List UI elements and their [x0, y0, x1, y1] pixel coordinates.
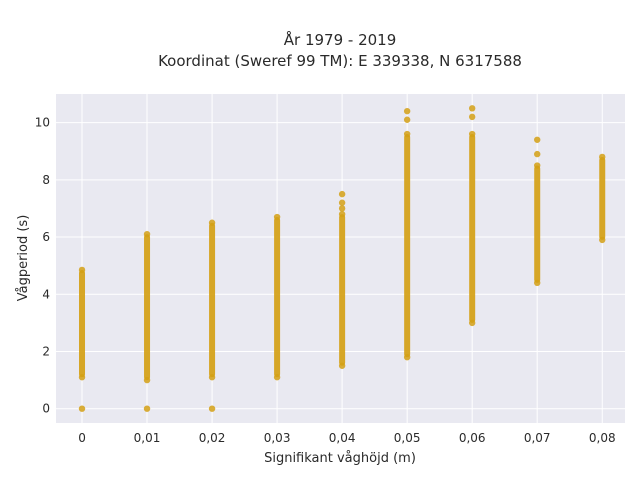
y-axis-title: Vågperiod (s) [16, 215, 31, 302]
point-column [274, 217, 281, 378]
y-tick-labels: 0 2 4 6 8 10 [35, 116, 50, 416]
point [338, 199, 346, 206]
chart-title-line2: Koordinat (Sweref 99 TM): E 339338, N 63… [158, 52, 522, 70]
point [534, 136, 541, 143]
x-tick-labels: 0 0,01 0,02 0,03 0,04 0,05 0,06 0,07 0,08 [78, 431, 615, 445]
point [208, 219, 216, 226]
point-column [339, 214, 346, 366]
point [143, 405, 151, 412]
x-tick-label: 0,03 [264, 431, 291, 445]
point [468, 113, 476, 121]
point-column [209, 222, 216, 378]
y-tick-label: 8 [42, 173, 50, 187]
point-column [144, 234, 151, 381]
x-tick-label: 0,01 [134, 431, 161, 445]
x-tick-label: 0,06 [459, 431, 486, 445]
point [338, 205, 346, 212]
point [403, 354, 411, 361]
point-column [534, 165, 541, 283]
point [208, 374, 216, 381]
point [338, 362, 346, 369]
x-tick-label: 0,02 [199, 431, 226, 445]
point-column [469, 134, 476, 323]
point [403, 116, 411, 123]
point [534, 150, 541, 158]
y-tick-label: 10 [35, 116, 50, 130]
data-points [78, 105, 606, 412]
point [403, 130, 411, 138]
point-column [79, 269, 86, 378]
point [338, 190, 346, 198]
y-tick-label: 4 [42, 287, 50, 301]
y-tick-label: 2 [42, 344, 50, 358]
point [534, 279, 541, 287]
point-column [599, 156, 606, 240]
point [468, 319, 476, 327]
x-axis-title: Signifikant våghöjd (m) [264, 451, 416, 466]
x-tick-label: 0,04 [329, 431, 356, 445]
y-tick-label: 6 [42, 230, 50, 244]
point [78, 266, 86, 274]
point [208, 405, 216, 412]
point [534, 162, 541, 169]
point [78, 374, 86, 381]
x-tick-label: 0,05 [394, 431, 421, 445]
y-tick-label: 0 [42, 402, 50, 416]
point [273, 213, 281, 221]
x-tick-label: 0,08 [589, 431, 616, 445]
chart-title-line1: År 1979 - 2019 [284, 30, 397, 49]
point [468, 130, 476, 138]
point [468, 105, 476, 112]
point [143, 376, 151, 384]
x-tick-label: 0,07 [524, 431, 551, 445]
point [599, 153, 606, 161]
point [599, 236, 606, 244]
point [273, 374, 281, 381]
point [143, 230, 151, 238]
x-tick-label: 0 [78, 431, 86, 445]
point-column [404, 134, 411, 358]
point [78, 405, 86, 412]
point [338, 210, 346, 218]
point [403, 107, 411, 115]
